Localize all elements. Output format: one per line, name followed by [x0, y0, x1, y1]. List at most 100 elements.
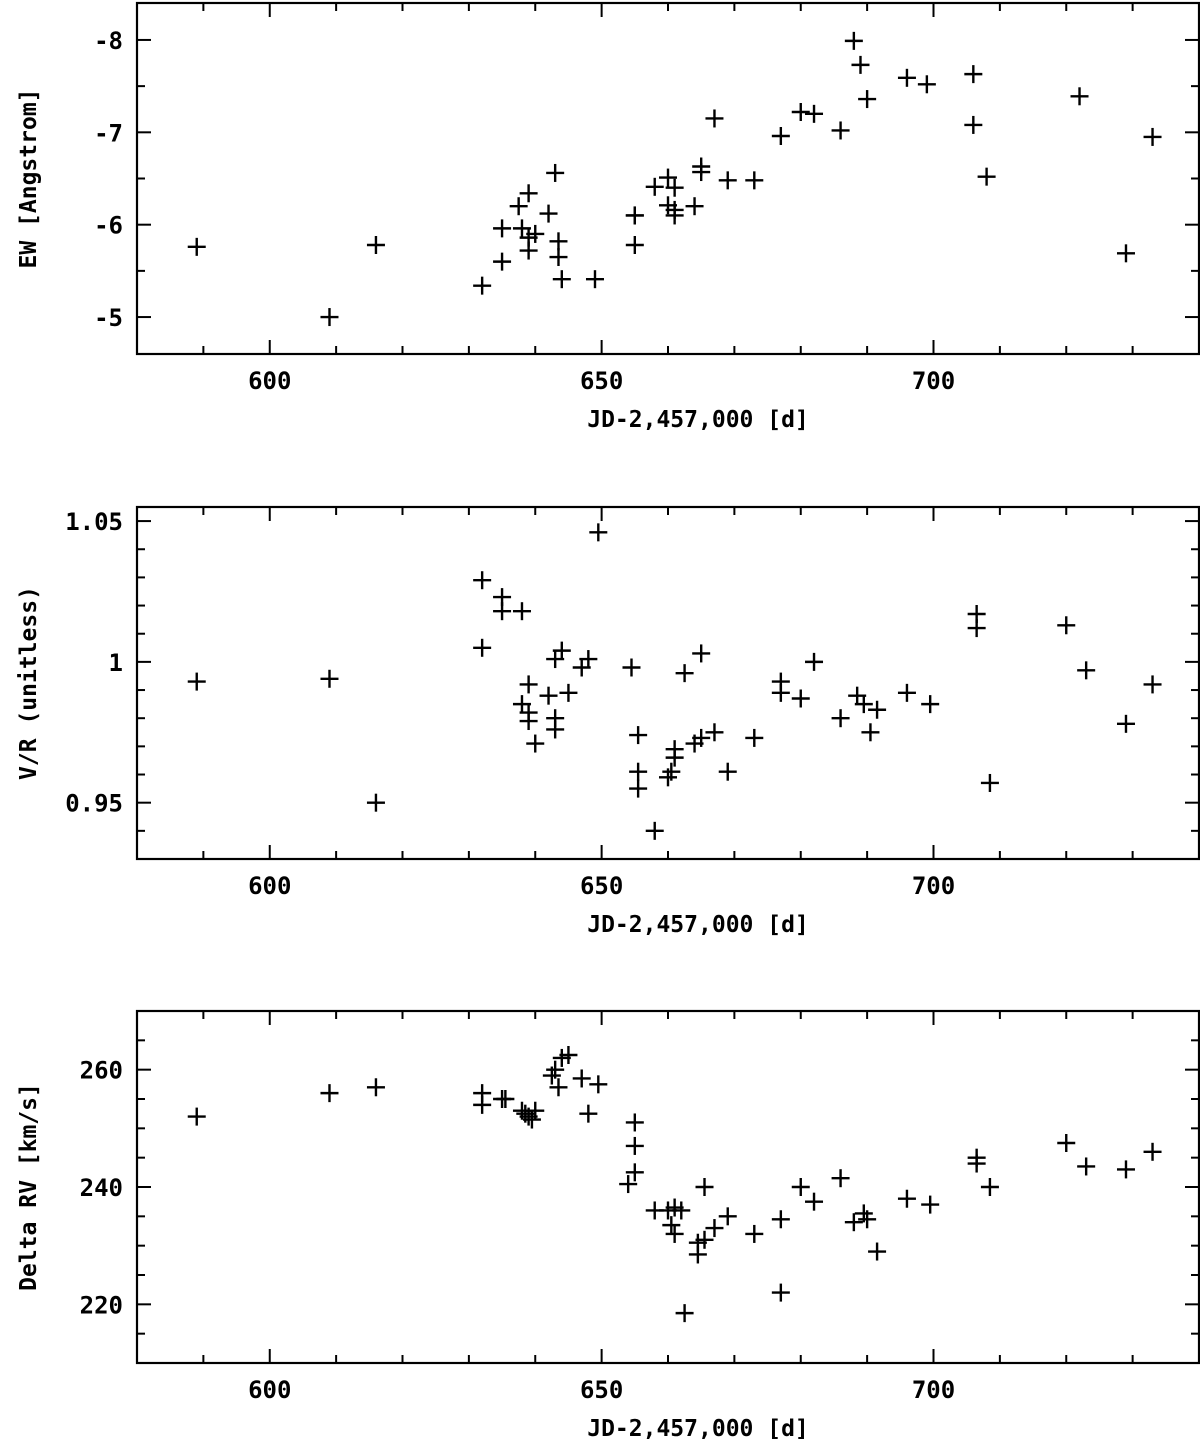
y-tick-label: 1 — [109, 649, 123, 677]
data-point — [473, 1095, 492, 1114]
data-point — [625, 236, 644, 255]
data-point — [559, 683, 578, 702]
data-point — [629, 726, 648, 745]
data-point — [552, 641, 571, 660]
data-point — [964, 65, 983, 84]
data-point — [546, 720, 565, 739]
data-point — [771, 683, 790, 702]
data-point — [549, 248, 568, 267]
data-point — [897, 1189, 916, 1208]
x-tick-label: 600 — [248, 872, 291, 900]
data-point — [662, 762, 681, 781]
data-point — [858, 90, 877, 109]
data-point — [645, 177, 664, 196]
y-tick-label: -5 — [94, 304, 123, 332]
data-point — [964, 115, 983, 134]
data-point — [625, 1113, 644, 1132]
data-point — [851, 55, 870, 74]
data-point — [1143, 127, 1162, 146]
data-point — [675, 664, 694, 683]
data-point — [546, 163, 565, 182]
data-point — [771, 127, 790, 146]
data-point — [539, 204, 558, 223]
data-point — [559, 1046, 578, 1064]
data-point — [659, 168, 677, 187]
data-point — [665, 740, 684, 759]
data-point — [1077, 1157, 1096, 1176]
data-point — [980, 773, 999, 792]
data-point — [831, 709, 850, 728]
data-point — [805, 652, 824, 671]
data-point — [675, 1304, 694, 1323]
x-tick-label: 650 — [580, 1376, 623, 1404]
data-point — [572, 1069, 591, 1088]
data-point — [512, 602, 531, 621]
y-tick-label: -6 — [94, 212, 123, 240]
data-point — [831, 121, 850, 140]
data-point — [512, 219, 531, 238]
data-point — [519, 675, 538, 694]
data-point — [1057, 616, 1076, 635]
data-point — [622, 658, 641, 677]
x-tick-label: 650 — [580, 872, 623, 900]
data-point — [619, 1175, 638, 1194]
data-point — [509, 197, 528, 216]
data-point — [791, 1178, 810, 1196]
data-point — [665, 206, 684, 225]
data-point — [692, 728, 711, 747]
data-point — [977, 167, 996, 186]
data-point — [705, 1219, 724, 1238]
data-point — [493, 252, 512, 271]
data-point — [831, 1169, 850, 1188]
data-point — [366, 1078, 385, 1097]
plot-frame — [135, 505, 1200, 861]
data-point — [791, 689, 810, 708]
data-point — [526, 1101, 545, 1120]
data-point — [844, 31, 863, 50]
data-point — [917, 75, 936, 94]
data-point — [579, 650, 598, 669]
data-point — [1070, 87, 1089, 106]
data-point — [320, 1084, 339, 1103]
data-point — [1077, 661, 1096, 680]
y-axis-label: EW [Angstrom] — [16, 88, 42, 268]
data-point — [549, 232, 568, 251]
data-point — [519, 184, 538, 203]
x-axis-label: JD-2,457,000 [d] — [587, 407, 809, 433]
y-tick-label: -8 — [94, 27, 123, 55]
data-point — [980, 1178, 999, 1196]
y-tick-label: -7 — [94, 119, 123, 147]
x-tick-label: 700 — [912, 367, 955, 395]
data-point — [805, 104, 824, 123]
data-point — [718, 1207, 737, 1226]
data-point — [187, 672, 206, 691]
data-point — [187, 237, 206, 256]
data-point — [718, 171, 737, 190]
data-point — [549, 1078, 568, 1097]
data-point — [705, 723, 724, 742]
data-point — [579, 1104, 598, 1123]
y-tick-label: 240 — [80, 1174, 123, 1202]
data-point — [1116, 714, 1135, 733]
x-tick-label: 600 — [248, 367, 291, 395]
data-point — [967, 1154, 986, 1173]
data-point — [625, 1163, 644, 1182]
x-tick-label: 600 — [248, 1376, 291, 1404]
data-point — [629, 762, 648, 781]
data-point — [771, 1210, 790, 1229]
data-point — [496, 1090, 515, 1108]
data-point — [745, 1224, 764, 1243]
data-point — [854, 695, 873, 714]
data-point — [921, 1195, 940, 1214]
data-point — [921, 695, 940, 714]
panel-vr: 600 650 700 0.95 1 1.05 JD-2,457,000 [d] V/R (u… — [16, 505, 1200, 938]
y-tick-label: 0.95 — [65, 790, 123, 818]
data-point — [695, 1230, 714, 1249]
data-point — [187, 1107, 206, 1126]
y-axis-label: Delta RV [km/s] — [16, 1083, 42, 1291]
data-point — [366, 236, 385, 255]
data-point — [695, 1178, 714, 1196]
data-point — [718, 762, 737, 781]
data-point — [519, 241, 538, 260]
